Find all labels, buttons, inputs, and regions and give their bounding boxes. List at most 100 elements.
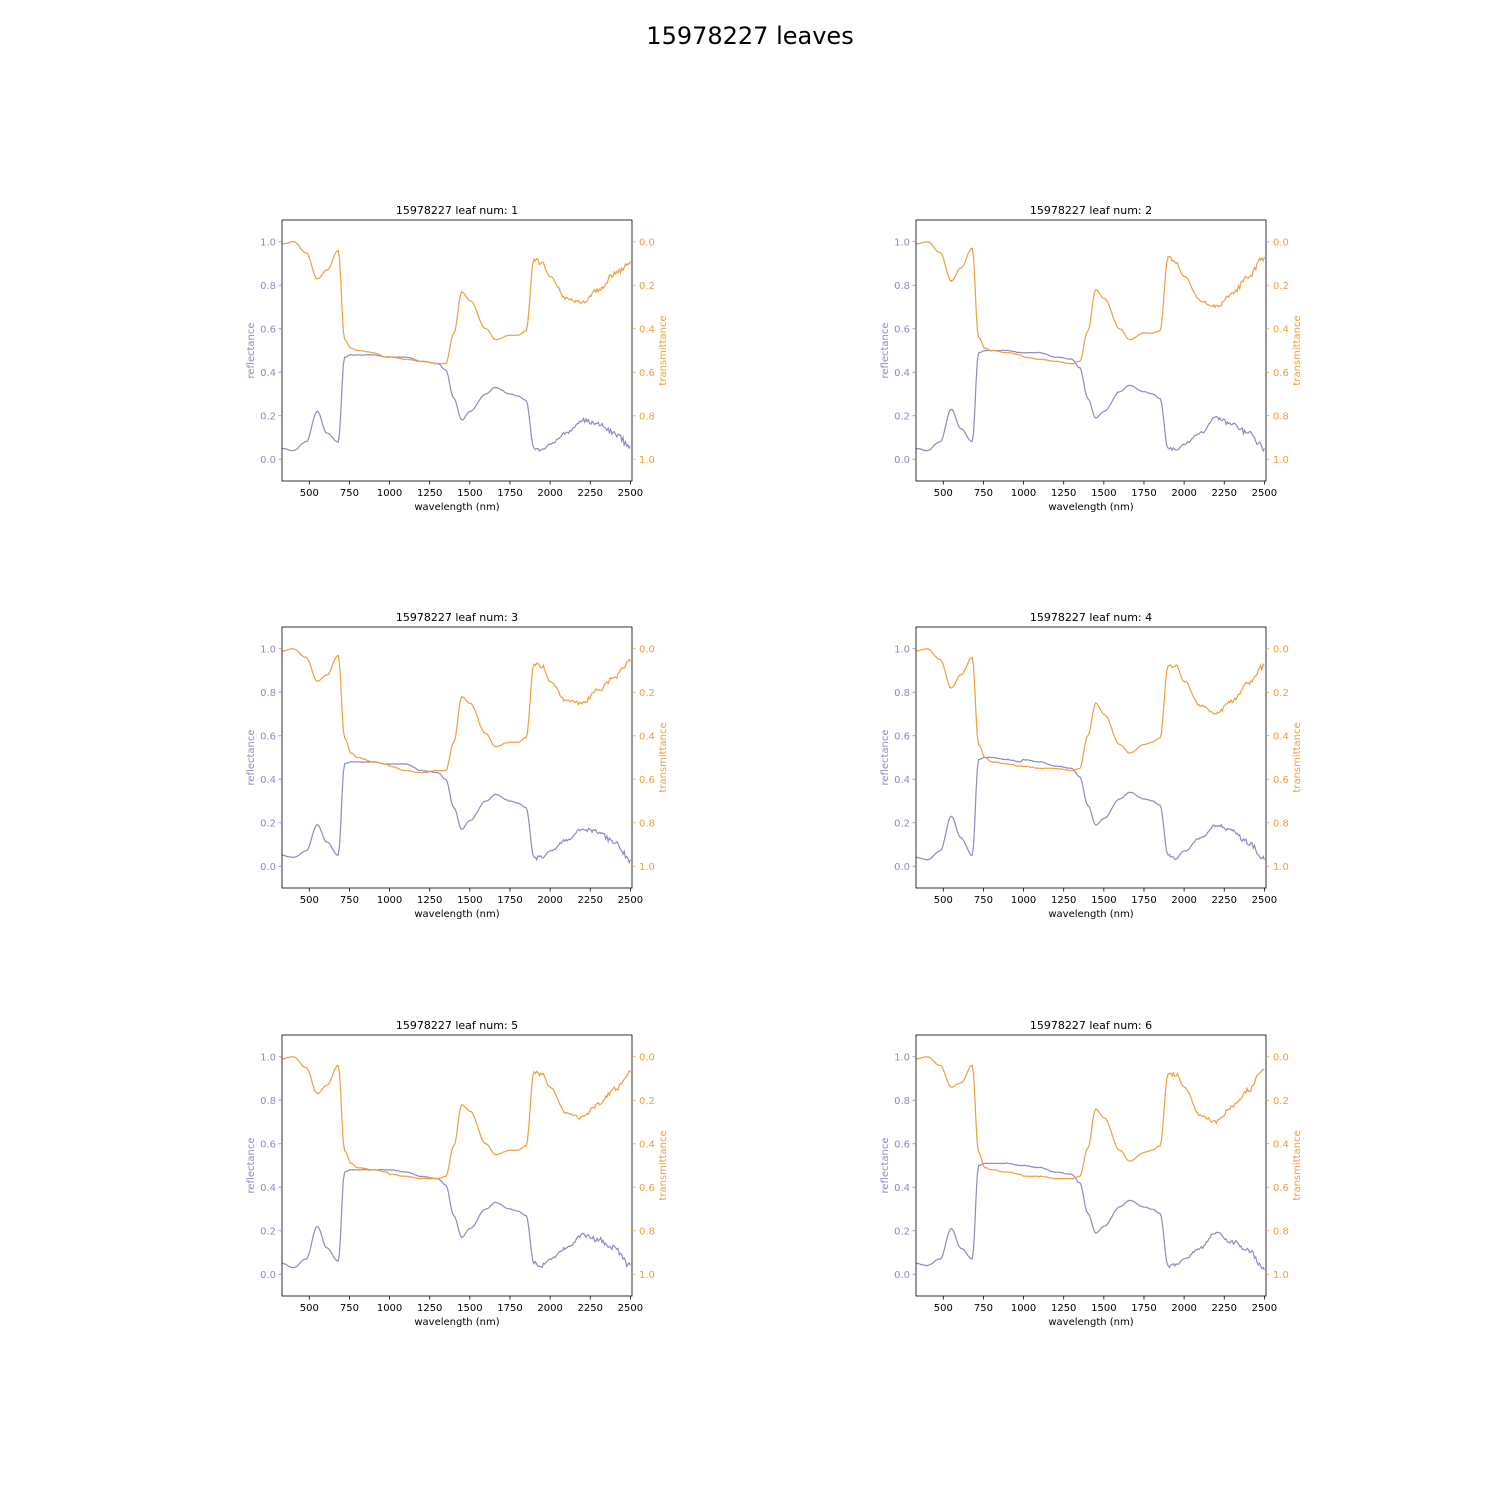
transmittance-line bbox=[282, 240, 631, 365]
x-tick-label: 2000 bbox=[537, 895, 562, 906]
subplot-title: 15978227 leaf num: 4 bbox=[1030, 611, 1152, 624]
y-left-tick-label: 0.2 bbox=[260, 411, 276, 422]
y-left-tick-label: 0.2 bbox=[260, 818, 276, 829]
y-left-tick-label: 0.8 bbox=[260, 688, 276, 699]
y-right-tick-label: 0.8 bbox=[1273, 1226, 1289, 1237]
x-tick-label: 750 bbox=[974, 488, 993, 499]
y-right-tick-label: 0.8 bbox=[639, 1226, 655, 1237]
subplot-title: 15978227 leaf num: 5 bbox=[396, 1019, 518, 1032]
y-left-tick-label: 0.0 bbox=[260, 455, 276, 466]
figure-title: 15978227 leaves bbox=[646, 22, 854, 50]
x-tick-label: 2500 bbox=[1252, 488, 1277, 499]
reflectance-line bbox=[282, 761, 631, 865]
y-right-tick-label: 0.8 bbox=[1273, 411, 1289, 422]
x-tick-label: 1000 bbox=[377, 1303, 402, 1314]
subplot-title: 15978227 leaf num: 1 bbox=[396, 204, 518, 217]
x-tick-label: 1500 bbox=[1091, 895, 1116, 906]
plot-frame bbox=[915, 219, 1267, 482]
x-tick-label: 1250 bbox=[417, 488, 442, 499]
y-left-tick-label: 0.6 bbox=[260, 324, 276, 335]
y-left-tick-label: 1.0 bbox=[894, 237, 910, 248]
y-left-tick-label: 0.4 bbox=[260, 1183, 276, 1194]
x-axis-label: wavelength (nm) bbox=[414, 909, 499, 920]
y-right-tick-label: 0.4 bbox=[1273, 324, 1289, 335]
x-tick-label: 2250 bbox=[1212, 895, 1237, 906]
x-tick-label: 2250 bbox=[578, 488, 603, 499]
subplot-3: 15978227 leaf num: 3 500 750 1000 1250 1500 17… bbox=[246, 611, 669, 920]
y-right-tick-label: 0.0 bbox=[1273, 237, 1289, 248]
y-right-tick-label: 0.2 bbox=[639, 281, 655, 292]
y-left-axis-label: reflectance bbox=[880, 322, 891, 378]
x-tick-label: 2000 bbox=[1171, 895, 1196, 906]
y-left-tick-label: 0.0 bbox=[894, 455, 910, 466]
x-tick-label: 2000 bbox=[1171, 488, 1196, 499]
y-right-tick-label: 0.4 bbox=[639, 324, 655, 335]
transmittance-line bbox=[916, 648, 1265, 772]
y-right-tick-label: 0.8 bbox=[639, 411, 655, 422]
y-left-tick-label: 0.0 bbox=[894, 1270, 910, 1281]
reflectance-line bbox=[282, 353, 631, 453]
x-tick-label: 1250 bbox=[1051, 895, 1076, 906]
subplot-5: 15978227 leaf num: 5 500 750 1000 1250 1500 17… bbox=[246, 1019, 669, 1328]
y-right-tick-label: 0.2 bbox=[1273, 281, 1289, 292]
reflectance-line bbox=[282, 1168, 631, 1269]
y-right-tick-label: 1.0 bbox=[639, 455, 655, 466]
y-right-tick-label: 1.0 bbox=[639, 1270, 655, 1281]
x-tick-label: 2500 bbox=[1252, 1303, 1277, 1314]
y-right-tick-label: 0.4 bbox=[1273, 1139, 1289, 1150]
y-left-tick-label: 1.0 bbox=[260, 644, 276, 655]
y-left-tick-label: 0.8 bbox=[894, 1096, 910, 1107]
x-tick-label: 500 bbox=[934, 1303, 953, 1314]
y-right-tick-label: 0.0 bbox=[639, 1052, 655, 1063]
x-tick-label: 1500 bbox=[1091, 1303, 1116, 1314]
reflectance-line bbox=[916, 756, 1265, 861]
y-right-tick-label: 0.6 bbox=[639, 368, 655, 379]
y-right-tick-label: 0.0 bbox=[639, 644, 655, 655]
x-axis-label: wavelength (nm) bbox=[1048, 909, 1133, 920]
y-left-tick-label: 0.4 bbox=[894, 775, 910, 786]
x-tick-label: 2000 bbox=[537, 488, 562, 499]
y-left-tick-label: 1.0 bbox=[260, 1052, 276, 1063]
y-left-tick-label: 0.6 bbox=[894, 1139, 910, 1150]
y-right-axis-label: transmittance bbox=[1292, 315, 1303, 385]
y-left-axis-label: reflectance bbox=[246, 1137, 257, 1193]
y-right-tick-label: 1.0 bbox=[639, 862, 655, 873]
y-right-tick-label: 0.6 bbox=[1273, 1183, 1289, 1194]
x-tick-label: 1750 bbox=[497, 488, 522, 499]
y-right-tick-label: 0.6 bbox=[1273, 775, 1289, 786]
x-tick-label: 2500 bbox=[618, 1303, 643, 1314]
x-tick-label: 500 bbox=[934, 895, 953, 906]
x-tick-label: 2500 bbox=[1252, 895, 1277, 906]
y-left-tick-label: 0.8 bbox=[260, 1096, 276, 1107]
y-right-tick-label: 1.0 bbox=[1273, 1270, 1289, 1281]
x-tick-label: 1250 bbox=[417, 895, 442, 906]
x-tick-label: 2500 bbox=[618, 488, 643, 499]
x-tick-label: 500 bbox=[300, 895, 319, 906]
y-right-tick-label: 0.2 bbox=[639, 1096, 655, 1107]
y-left-tick-label: 0.2 bbox=[260, 1226, 276, 1237]
y-left-tick-label: 0.6 bbox=[894, 731, 910, 742]
y-left-tick-label: 0.0 bbox=[260, 862, 276, 873]
x-tick-label: 1000 bbox=[1011, 1303, 1036, 1314]
y-left-tick-label: 0.4 bbox=[894, 1183, 910, 1194]
subplot-1: 15978227 leaf num: 1 500 750 1000 1250 1500 17… bbox=[246, 204, 669, 513]
y-right-axis-label: transmittance bbox=[658, 722, 669, 792]
reflectance-line bbox=[916, 1162, 1265, 1271]
y-left-tick-label: 0.8 bbox=[894, 281, 910, 292]
y-right-tick-label: 0.6 bbox=[639, 775, 655, 786]
x-tick-label: 1250 bbox=[1051, 488, 1076, 499]
x-tick-label: 2000 bbox=[1171, 1303, 1196, 1314]
y-left-tick-label: 0.0 bbox=[260, 1270, 276, 1281]
y-left-tick-label: 0.0 bbox=[894, 862, 910, 873]
transmittance-line bbox=[916, 1055, 1265, 1180]
y-right-tick-label: 0.8 bbox=[639, 818, 655, 829]
subplot-title: 15978227 leaf num: 2 bbox=[1030, 204, 1152, 217]
plot-frame bbox=[281, 1034, 633, 1297]
y-right-tick-label: 1.0 bbox=[1273, 862, 1289, 873]
y-right-tick-label: 0.4 bbox=[639, 731, 655, 742]
x-tick-label: 1750 bbox=[1131, 1303, 1156, 1314]
x-tick-label: 1250 bbox=[417, 1303, 442, 1314]
x-tick-label: 750 bbox=[340, 488, 359, 499]
x-tick-label: 1500 bbox=[457, 895, 482, 906]
